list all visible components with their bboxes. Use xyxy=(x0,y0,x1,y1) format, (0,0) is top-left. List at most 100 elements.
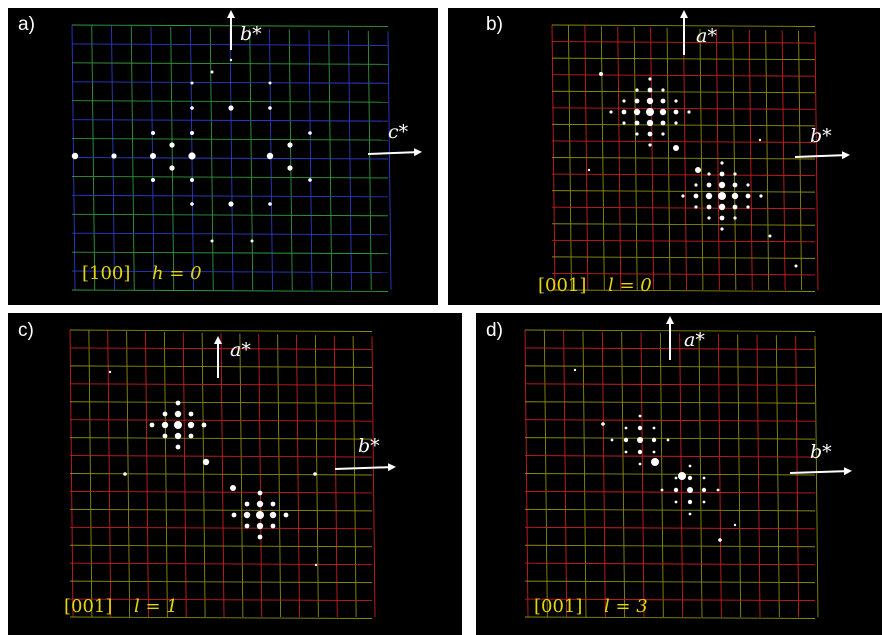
diffraction-spot xyxy=(746,183,749,186)
diffraction-spot xyxy=(251,240,254,243)
diffraction-spot xyxy=(674,110,679,115)
diffraction-spot xyxy=(228,105,233,110)
diffraction-spot xyxy=(622,110,627,115)
diffraction-spot xyxy=(703,501,706,504)
diffraction-spot xyxy=(622,99,625,102)
diffraction-spot xyxy=(651,458,659,466)
diffraction-spot xyxy=(707,216,710,219)
diffraction-spot xyxy=(175,411,181,417)
diffraction-spot xyxy=(599,72,603,76)
diffraction-spot xyxy=(720,216,725,221)
figure: a)b*c*[100]h = 0b)a*b*[001]l = 0c)a*b*[0… xyxy=(0,0,882,635)
diffraction-spot xyxy=(681,194,684,197)
diffraction-spot xyxy=(675,501,678,504)
diffraction-spot xyxy=(191,82,194,85)
diffraction-spot xyxy=(639,463,642,466)
diffraction-spot xyxy=(653,427,656,430)
zone-axis: [001] xyxy=(538,275,586,296)
layer-condition: l = 1 xyxy=(134,596,178,617)
diffraction-spot xyxy=(746,205,749,208)
diffraction-spot xyxy=(639,415,642,418)
diffraction-spot xyxy=(315,564,317,566)
diffraction-spot xyxy=(163,434,168,439)
diffraction-spot xyxy=(661,489,664,492)
diffraction-spot xyxy=(635,88,638,91)
axis-label: b* xyxy=(240,23,262,45)
diffraction-spot xyxy=(313,472,317,476)
diffraction-spot xyxy=(601,422,605,426)
diffraction-spot xyxy=(174,421,182,429)
diffraction-spot xyxy=(175,433,181,439)
diffraction-spot xyxy=(188,152,195,159)
diffraction-spot xyxy=(637,437,643,443)
diffraction-spot xyxy=(258,535,263,540)
diffraction-spot xyxy=(189,434,194,439)
diffraction-spot xyxy=(689,465,692,468)
diffraction-spot xyxy=(718,538,722,542)
diffraction-spot xyxy=(734,524,736,526)
axis-label: a* xyxy=(684,329,705,351)
diffraction-spot xyxy=(230,59,232,61)
diffraction-spot xyxy=(635,132,638,135)
diffraction-spot xyxy=(647,120,653,126)
diffraction-spot xyxy=(661,99,666,104)
diffraction-spot xyxy=(609,110,612,113)
diffraction-spot xyxy=(688,476,692,480)
panel-label: a) xyxy=(18,14,35,35)
diffraction-spot xyxy=(707,172,710,175)
diffraction-spot xyxy=(706,193,712,199)
diffraction-spot xyxy=(687,487,693,493)
diffraction-spot xyxy=(703,477,706,480)
diffraction-spot xyxy=(190,106,194,110)
diffraction-spot xyxy=(673,145,679,151)
diffraction-spot xyxy=(678,472,686,480)
diffraction-spot xyxy=(267,153,273,159)
diffraction-spot xyxy=(269,82,272,85)
panel-label: d) xyxy=(486,320,503,341)
diffraction-spot xyxy=(257,501,263,507)
diffraction-spot xyxy=(190,202,194,206)
diffraction-spot xyxy=(588,169,590,171)
panel: c)a*b*[001]l = 1 xyxy=(8,313,462,635)
diffraction-spot xyxy=(163,412,168,417)
diffraction-spot xyxy=(769,235,772,238)
diffraction-spot xyxy=(257,523,263,529)
diffraction-spot xyxy=(720,161,723,164)
diffraction-spot xyxy=(720,227,723,230)
diffraction-spot xyxy=(109,371,111,373)
panel: d)a*b*[001]l = 3 xyxy=(476,313,882,635)
diffraction-spot xyxy=(707,205,712,210)
diffraction-spot xyxy=(719,204,725,210)
diffraction-spot xyxy=(190,131,194,135)
diffraction-spot xyxy=(625,451,628,454)
diffraction-spot xyxy=(648,143,651,146)
axis-label: a* xyxy=(230,339,251,361)
diffraction-spot xyxy=(795,265,798,268)
diffraction-spot xyxy=(162,422,168,428)
diffraction-spot xyxy=(211,240,214,243)
zone-axis: [100] xyxy=(82,263,130,284)
diffraction-spot xyxy=(232,513,237,518)
diffraction-spot xyxy=(271,502,276,507)
diffraction-spot xyxy=(688,500,692,504)
diffraction-spot xyxy=(687,110,690,113)
diffraction-spot xyxy=(203,459,209,465)
diffraction-spot xyxy=(759,139,761,141)
zone-axis: [001] xyxy=(64,596,112,617)
diffraction-spot xyxy=(733,172,736,175)
layer-condition: l = 0 xyxy=(608,275,652,296)
diffraction-spot xyxy=(308,178,312,182)
diffraction-spot xyxy=(245,502,250,507)
diffraction-spot xyxy=(647,98,653,104)
panel: a)b*c*[100]h = 0 xyxy=(8,8,438,305)
diffraction-spot xyxy=(258,491,263,496)
diffraction-spot xyxy=(638,426,642,430)
diffraction-spot xyxy=(675,477,678,480)
diffraction-spot xyxy=(661,132,664,135)
axis-label: b* xyxy=(358,435,380,457)
diffraction-spot xyxy=(245,524,250,529)
diffraction-spot xyxy=(634,109,640,115)
panel-label: b) xyxy=(486,14,503,35)
diffraction-spot xyxy=(151,131,155,135)
diffraction-spot xyxy=(287,142,292,147)
